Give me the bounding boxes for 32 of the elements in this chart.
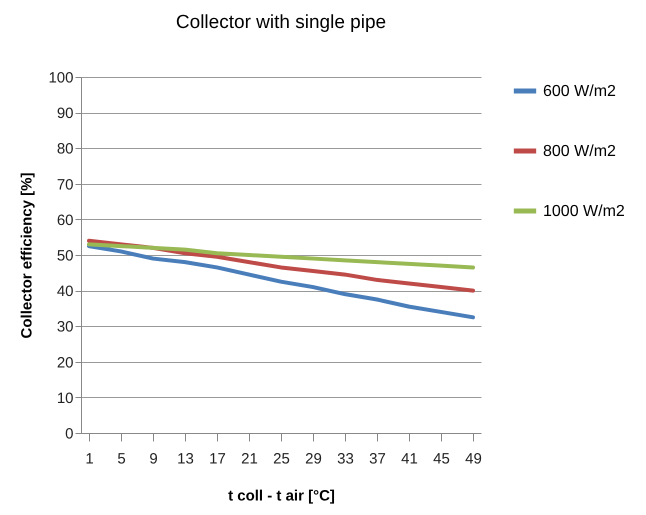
legend-label: 1000 W/m2: [543, 203, 625, 220]
x-tick-label: 5: [117, 450, 126, 468]
x-tick-label: 9: [149, 450, 158, 468]
y-tick-label: 90: [56, 105, 74, 122]
y-tick-label: 80: [56, 140, 74, 158]
y-axis-title: Collector efficiency [%]: [18, 172, 36, 338]
x-tick-label: 29: [305, 450, 322, 468]
y-tick-label: 70: [56, 176, 74, 194]
x-tick-label: 1: [85, 450, 94, 468]
x-tick-label: 13: [177, 450, 194, 468]
y-tick-label: 20: [56, 354, 74, 372]
legend-label: 800 W/m2: [543, 143, 616, 160]
line-series: [87, 242, 475, 270]
line-series: [87, 244, 475, 320]
y-tick-label: 50: [56, 248, 74, 264]
legend-label: 600 W/m2: [543, 83, 616, 100]
y-tick-label: 10: [56, 390, 74, 407]
x-tick-label: 21: [241, 450, 258, 468]
x-tick-label: 41: [401, 450, 418, 468]
y-tick-label: 30: [56, 318, 74, 336]
y-tick-label: 40: [56, 283, 74, 300]
x-tick-label: 33: [337, 450, 354, 468]
x-tick-label: 37: [369, 450, 386, 468]
y-tick-label: 60: [56, 212, 74, 229]
chart-title: Collector with single pipe: [176, 12, 386, 33]
x-axis-title: t coll - t air [°C]: [228, 488, 335, 504]
y-tick-label: 0: [65, 426, 74, 442]
x-tick-label: 45: [433, 450, 450, 468]
x-tick-label: 49: [465, 450, 482, 468]
x-tick-label: 17: [209, 450, 226, 468]
x-tick-label: 25: [273, 450, 290, 468]
y-tick-label: 100: [48, 70, 74, 86]
